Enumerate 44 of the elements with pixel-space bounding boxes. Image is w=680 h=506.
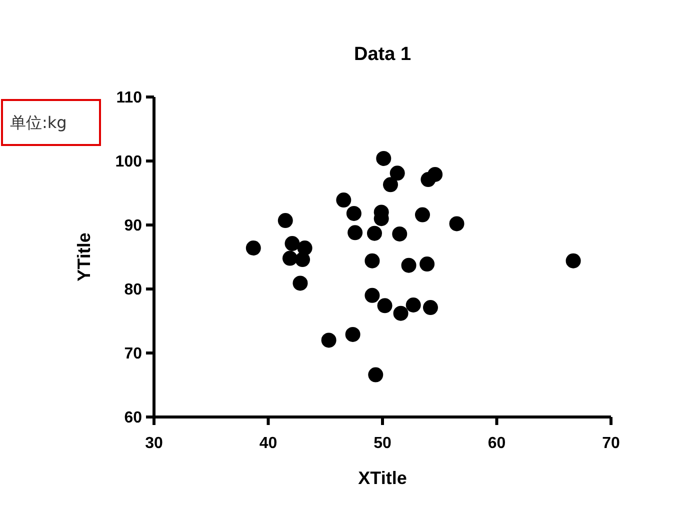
point <box>420 256 435 272</box>
y-axis-title: YTitle <box>74 232 94 282</box>
point <box>422 300 438 316</box>
point <box>393 306 408 321</box>
point <box>406 298 421 312</box>
y-tick-label: 90 <box>124 218 142 235</box>
x-tick-label: 70 <box>602 435 620 452</box>
point <box>292 276 308 291</box>
point <box>414 207 430 222</box>
y-tick-label: 100 <box>115 154 142 171</box>
point <box>321 332 336 348</box>
point <box>346 206 362 221</box>
x-tick-label: 40 <box>259 435 278 452</box>
y-tick-label: 110 <box>116 90 142 107</box>
x-axis-title: XTitle <box>358 468 407 488</box>
point <box>348 225 363 240</box>
text: 单位:kg <box>10 113 67 132</box>
y-tick-label: 60 <box>124 410 142 427</box>
x-tick-label: 30 <box>145 435 163 452</box>
chart-title: Data 1 <box>354 44 412 65</box>
point <box>390 166 405 181</box>
x-tick-label: 50 <box>374 435 392 452</box>
point <box>246 240 261 256</box>
point <box>376 150 392 166</box>
point <box>278 213 293 228</box>
point <box>368 367 384 382</box>
point <box>364 253 380 268</box>
point <box>377 298 392 314</box>
point <box>392 226 408 242</box>
point <box>364 288 380 303</box>
point <box>336 192 352 208</box>
point <box>345 326 360 342</box>
point <box>401 258 416 273</box>
point <box>367 226 382 241</box>
point <box>566 253 581 268</box>
point <box>284 236 300 252</box>
point <box>295 252 310 268</box>
y-tick-label: 70 <box>124 346 142 363</box>
x-tick-label: 60 <box>488 435 506 452</box>
point <box>449 216 464 232</box>
point <box>382 177 398 192</box>
point <box>428 166 443 182</box>
point <box>282 250 298 266</box>
y-tick-label: 80 <box>124 282 142 299</box>
